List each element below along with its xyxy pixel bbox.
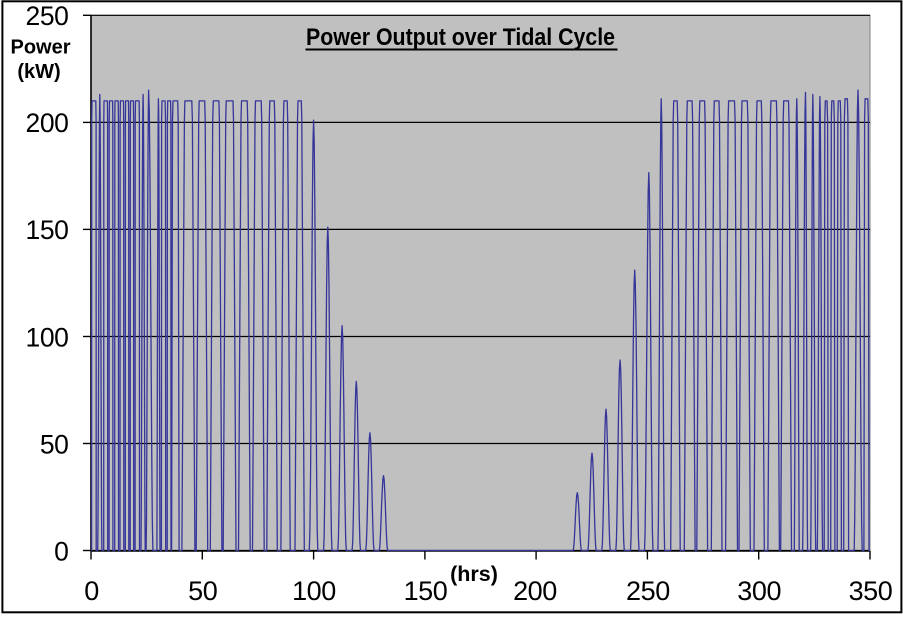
svg-text:200: 200 [25,108,68,138]
svg-text:50: 50 [188,576,217,606]
svg-text:150: 150 [404,576,448,606]
svg-text:200: 200 [513,576,557,606]
svg-text:0: 0 [84,576,99,606]
svg-text:(hrs): (hrs) [450,562,498,586]
svg-text:350: 350 [849,576,893,606]
svg-text:100: 100 [292,576,336,606]
svg-text:100: 100 [25,322,68,352]
svg-text:Power: Power [10,37,70,59]
svg-text:Power Output over Tidal Cycle: Power Output over Tidal Cycle [306,24,615,51]
svg-text:250: 250 [25,1,68,31]
svg-text:(kW): (kW) [17,61,60,83]
svg-text:150: 150 [25,215,68,245]
svg-text:300: 300 [737,576,781,606]
svg-text:50: 50 [40,429,69,459]
svg-text:0: 0 [54,536,68,566]
svg-text:250: 250 [626,576,670,606]
